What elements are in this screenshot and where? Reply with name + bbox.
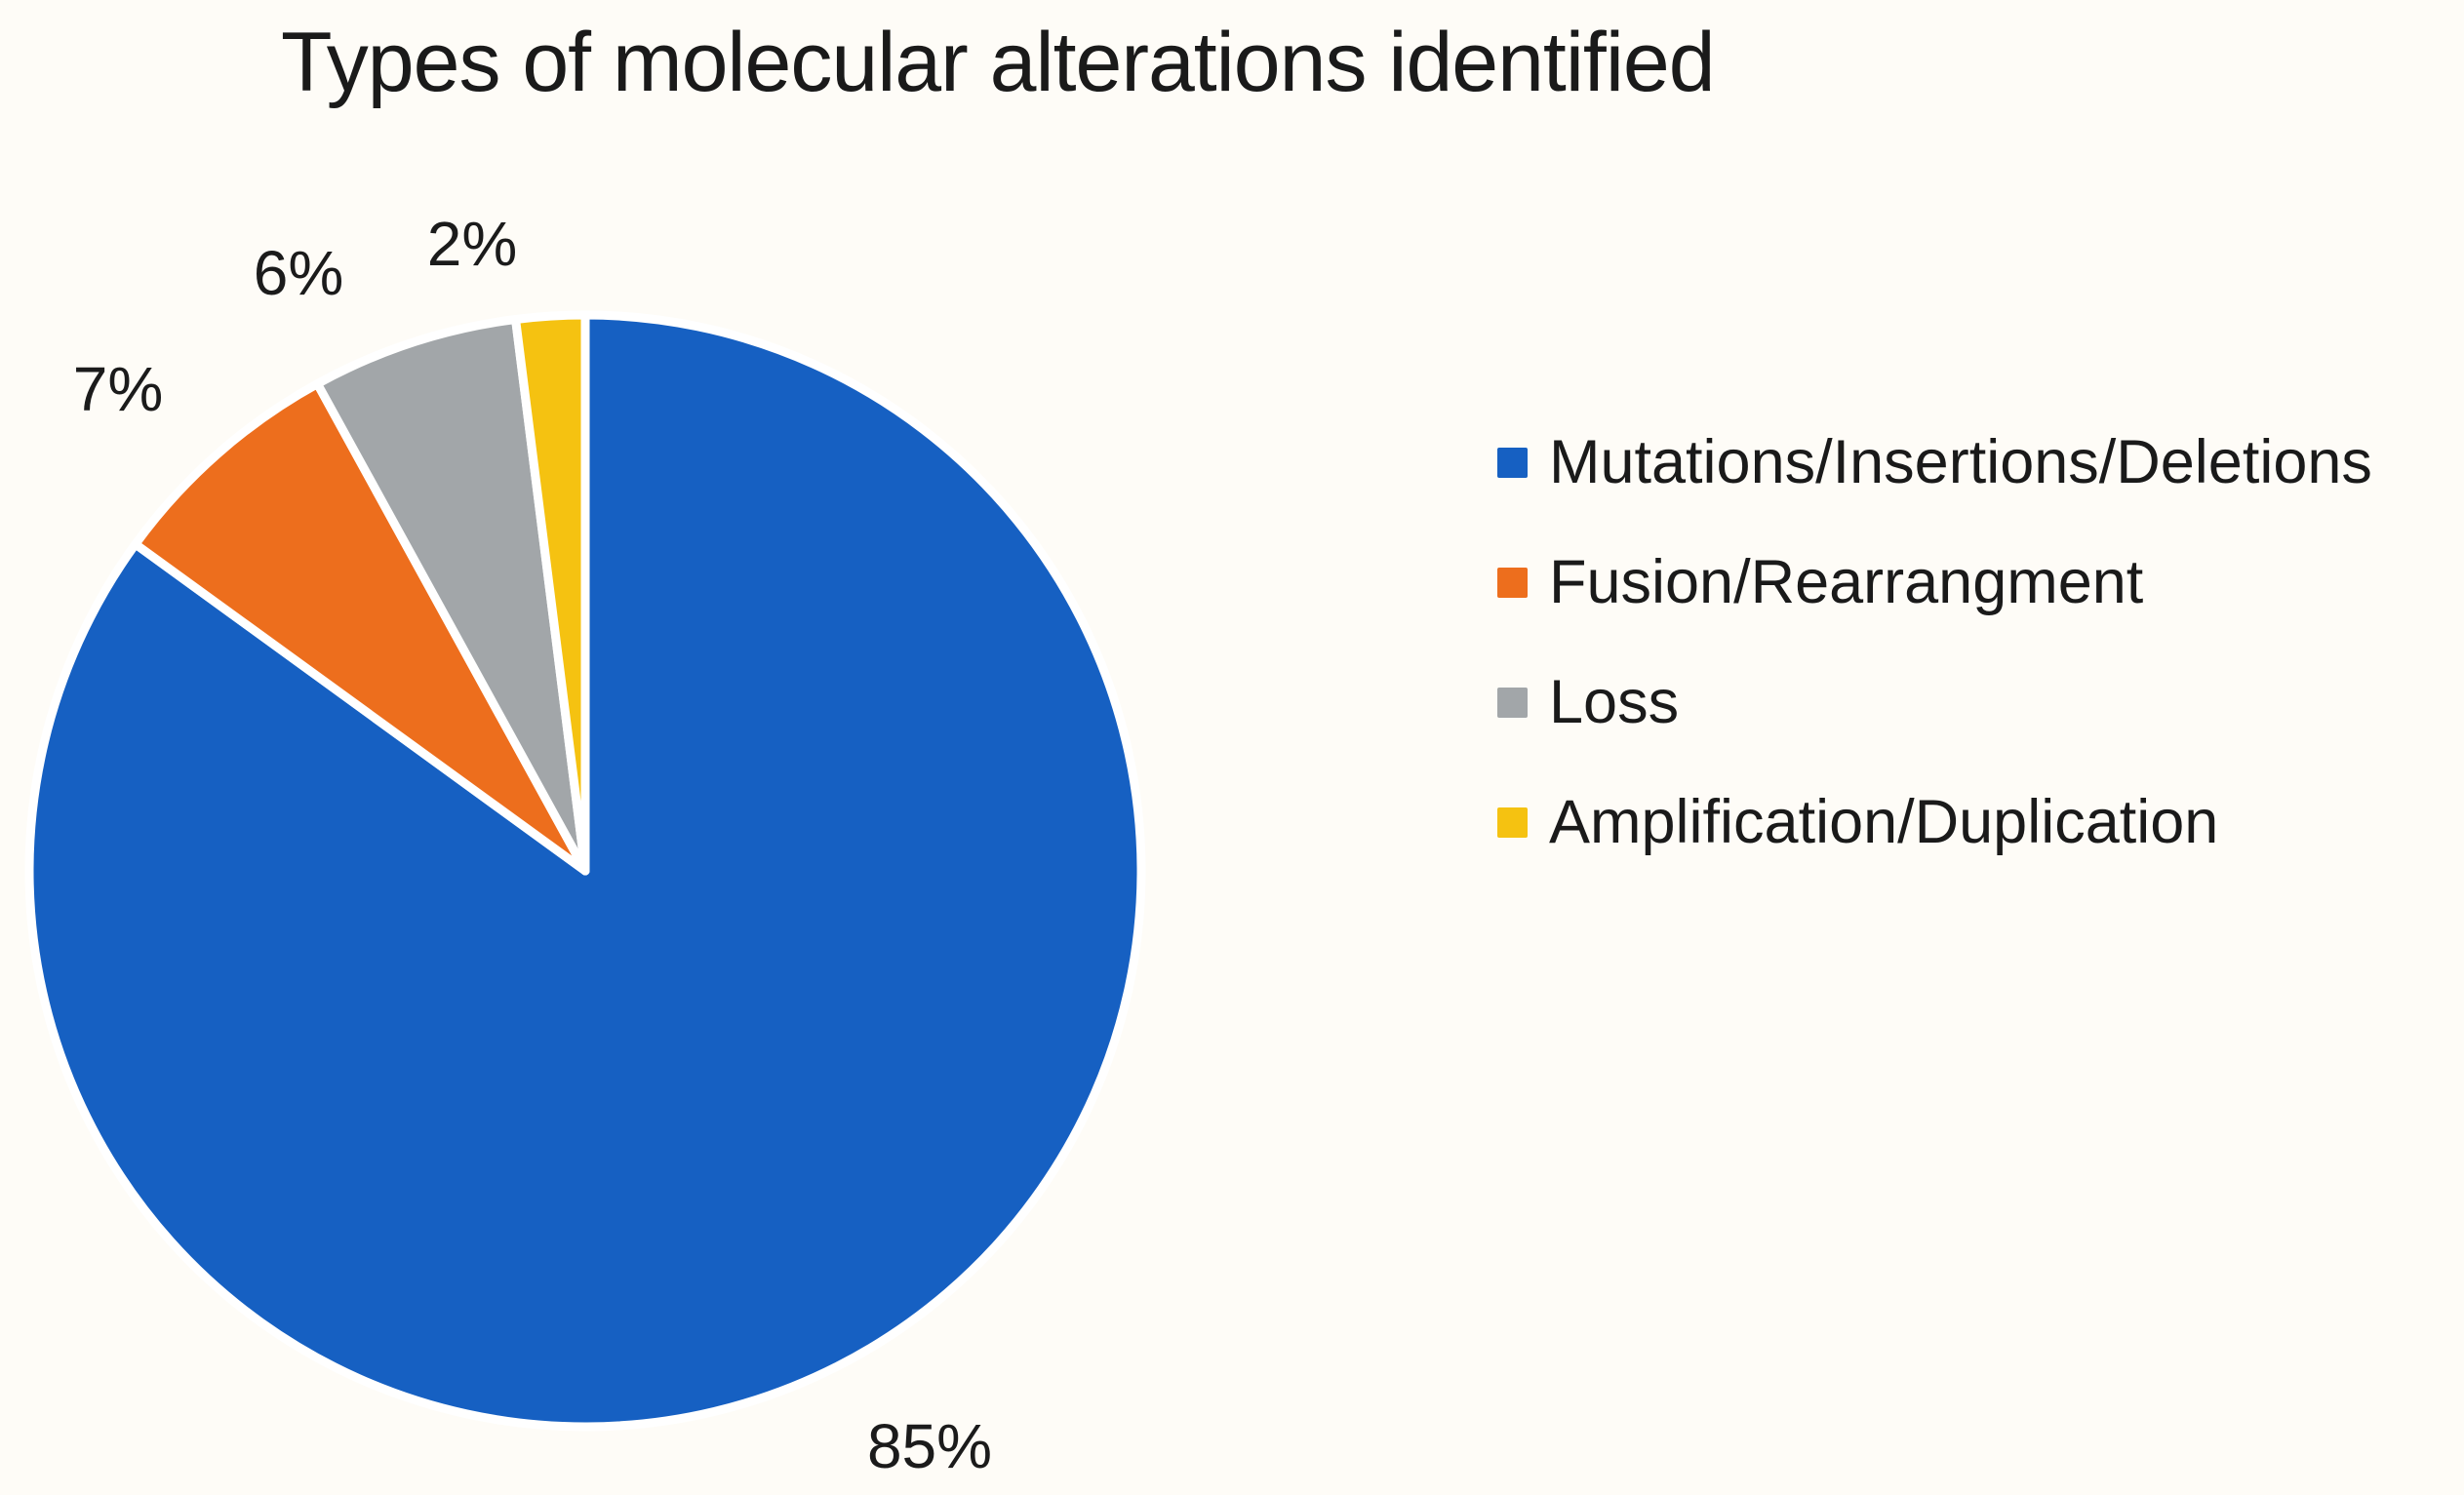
data-label-amplification: 2% (426, 209, 518, 279)
legend-label-mutations: Mutations/Insertions/Deletions (1549, 428, 2372, 496)
legend-label-loss: Loss (1549, 668, 1680, 736)
legend-swatch-fusion-icon (1497, 568, 1528, 598)
legend-swatch-loss-icon (1497, 688, 1528, 718)
pie-slice-1 (131, 379, 590, 876)
legend-item-mutations: Mutations/Insertions/Deletions (1497, 432, 2372, 493)
pie-slice-3 (511, 310, 590, 876)
legend-item-fusion: Fusion/Rearrangment (1497, 552, 2372, 613)
data-label-fusion: 7% (72, 354, 164, 424)
legend-item-loss: Loss (1497, 672, 2372, 733)
legend: Mutations/Insertions/Deletions Fusion/Re… (1497, 432, 2372, 912)
pie-slice-0 (24, 310, 1146, 1432)
chart-title: Types of molecular alterations identifie… (281, 16, 1716, 109)
legend-label-amplification: Amplification/Duplication (1549, 788, 2219, 856)
legend-swatch-mutations-icon (1497, 448, 1528, 478)
legend-label-fusion: Fusion/Rearrangment (1549, 548, 2144, 616)
legend-swatch-amplification-icon (1497, 807, 1528, 838)
pie-slice-2 (312, 314, 590, 876)
legend-item-amplification: Amplification/Duplication (1497, 792, 2372, 853)
data-label-mutations: 85% (866, 1411, 993, 1481)
data-label-loss: 6% (253, 238, 344, 308)
